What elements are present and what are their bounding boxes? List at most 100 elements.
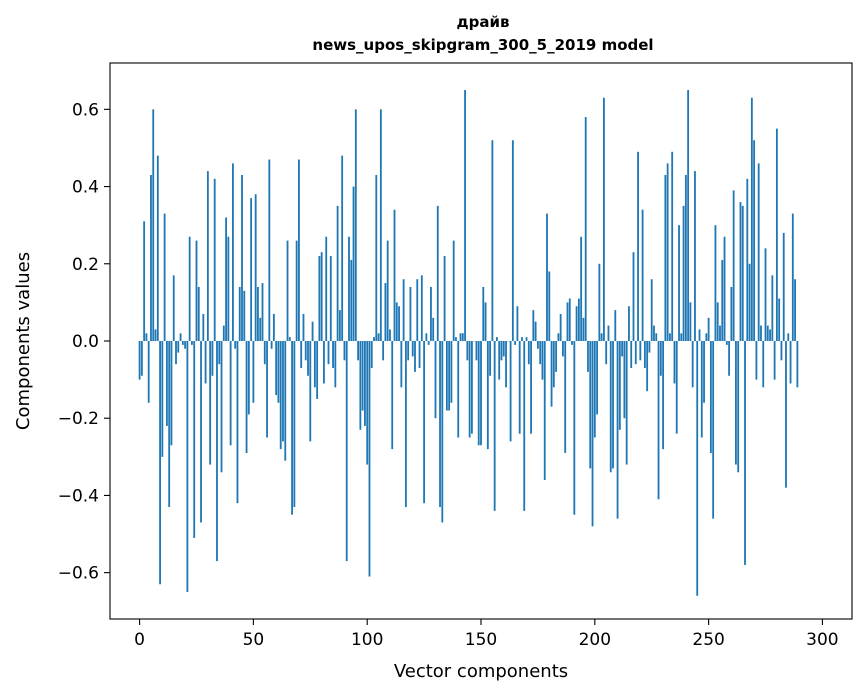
- bar: [370, 341, 373, 369]
- bar: [161, 341, 164, 457]
- bar: [782, 232, 785, 341]
- bar: [411, 341, 414, 357]
- y-axis: −0.6 −0.4 −0.2 0.0 0.2 0.4 0.6: [58, 100, 110, 584]
- bar: [498, 341, 501, 380]
- bar: [384, 283, 387, 341]
- bar: [336, 205, 339, 341]
- bar: [323, 341, 325, 384]
- bar: [236, 341, 239, 504]
- bar: [316, 341, 319, 399]
- bar: [557, 333, 560, 341]
- bar: [746, 178, 749, 341]
- bar: [618, 341, 621, 430]
- bar: [211, 341, 214, 376]
- bar: [140, 341, 143, 376]
- bar: [555, 341, 558, 372]
- bar: [252, 341, 255, 403]
- bar: [666, 163, 669, 341]
- bar: [477, 341, 480, 446]
- bar: [680, 333, 683, 341]
- bar: [393, 209, 396, 341]
- bar: [452, 240, 455, 341]
- bar: [409, 286, 412, 341]
- bar: [716, 302, 719, 341]
- y-tick-label: 0.6: [72, 100, 99, 120]
- bar: [769, 329, 771, 341]
- bar: [573, 341, 576, 515]
- x-tick-label: 250: [692, 630, 724, 650]
- bar: [439, 341, 441, 508]
- bar: [420, 275, 423, 341]
- bar: [416, 279, 419, 341]
- bar: [705, 333, 708, 341]
- bar: [591, 341, 594, 527]
- bar: [675, 341, 678, 434]
- bar: [379, 109, 382, 341]
- bar: [172, 275, 175, 341]
- bar: [739, 202, 742, 341]
- bar: [584, 117, 587, 341]
- bar: [177, 341, 180, 353]
- bar: [791, 213, 794, 341]
- bar: [279, 341, 282, 450]
- bar: [191, 341, 193, 345]
- bar: [218, 341, 221, 365]
- bar: [580, 236, 583, 341]
- bar: [206, 171, 209, 341]
- bar: [694, 171, 696, 341]
- bar: [138, 341, 141, 380]
- bar: [216, 341, 218, 562]
- bar: [364, 341, 366, 426]
- bar: [523, 341, 526, 511]
- bar: [175, 341, 177, 365]
- bar: [723, 236, 726, 341]
- bar: [648, 341, 651, 353]
- bar: [375, 174, 378, 341]
- bar: [509, 341, 512, 442]
- bar: [737, 341, 740, 473]
- bar: [766, 325, 769, 341]
- bar: [541, 341, 544, 380]
- x-axis: 0 50 100 150 200 250 300: [134, 619, 839, 650]
- bar: [714, 225, 717, 341]
- bar: [425, 333, 428, 341]
- bar: [735, 341, 737, 465]
- bar: [482, 286, 485, 341]
- bar: [272, 313, 275, 341]
- bar: [427, 341, 430, 345]
- bar: [382, 341, 385, 361]
- bar: [338, 310, 341, 341]
- bar: [721, 259, 724, 341]
- bar: [682, 205, 685, 341]
- bar: [373, 337, 375, 341]
- bar: [470, 341, 473, 434]
- bar: [259, 317, 262, 341]
- bar: [532, 310, 535, 341]
- bar: [434, 341, 437, 419]
- bar: [143, 221, 146, 341]
- bar: [313, 341, 316, 388]
- bar: [250, 198, 253, 341]
- bar: [703, 341, 705, 403]
- bar: [188, 236, 191, 341]
- bar: [673, 341, 676, 384]
- bar: [527, 341, 530, 365]
- x-tick-label: 100: [351, 630, 383, 650]
- bar: [311, 321, 314, 341]
- bar: [516, 306, 519, 341]
- bar: [468, 341, 471, 438]
- bar: [659, 341, 662, 376]
- chart-title: драйв: [457, 13, 510, 31]
- x-tick-label: 50: [243, 630, 265, 650]
- bar: [348, 236, 350, 341]
- bar: [637, 151, 639, 341]
- bar: [536, 341, 539, 349]
- bar: [407, 341, 410, 361]
- bar: [234, 341, 237, 349]
- bar: [361, 341, 364, 411]
- bar: [634, 341, 637, 365]
- bar: [564, 341, 567, 453]
- y-tick-label: −0.4: [58, 486, 99, 506]
- bars-group: [138, 90, 799, 596]
- bar: [423, 341, 426, 504]
